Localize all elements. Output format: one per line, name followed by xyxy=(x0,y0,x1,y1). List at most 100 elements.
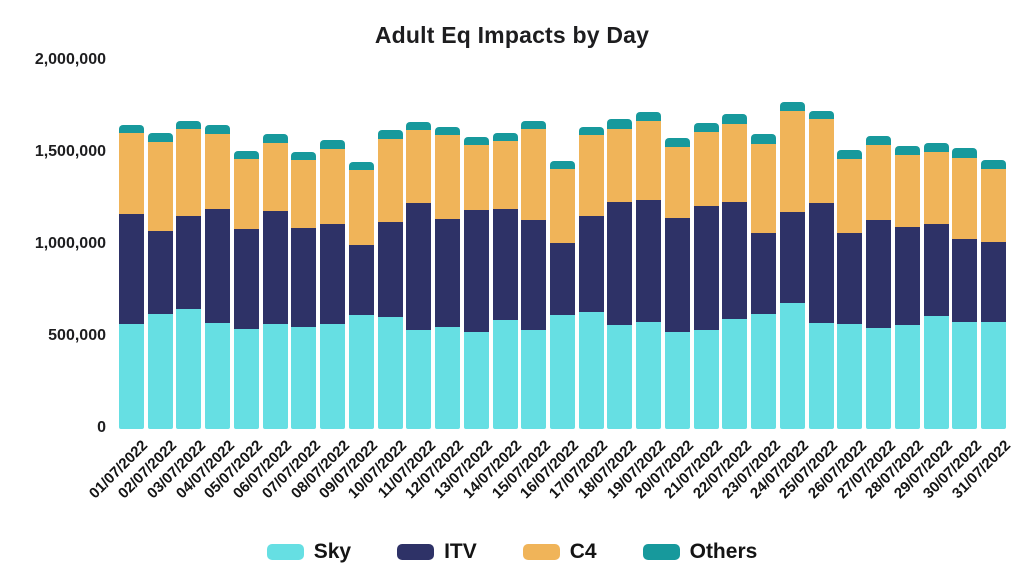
bar-segment-sky xyxy=(751,313,777,429)
stacked-bar-26-07-2022 xyxy=(837,149,863,429)
bar-segment-itv xyxy=(722,201,748,319)
stacked-bar-07-07-2022 xyxy=(291,152,317,429)
bar-segment-others xyxy=(550,161,575,170)
bar-segment-itv xyxy=(664,217,690,333)
stacked-bar-12-07-2022 xyxy=(435,127,461,429)
stacked-bar-24-07-2022 xyxy=(779,101,805,429)
bar-segment-itv xyxy=(578,215,604,312)
bar-segment-itv xyxy=(463,210,489,333)
stacked-bar-27-07-2022 xyxy=(866,135,892,429)
stacked-bar-21-07-2022 xyxy=(693,123,719,429)
stacked-bar-29-07-2022 xyxy=(923,143,949,429)
bar-segment-c4 xyxy=(118,133,144,215)
bar-segment-others xyxy=(176,121,202,130)
stacked-bar-17-07-2022 xyxy=(578,127,604,429)
bar-segment-sky xyxy=(377,316,403,429)
bar-segment-itv xyxy=(118,214,144,325)
bar-segment-sky xyxy=(492,320,518,429)
bar-segment-itv xyxy=(262,210,288,324)
bar-segment-sky xyxy=(463,332,489,429)
bar-segment-others xyxy=(779,101,805,111)
y-axis-tick-label: 1,000,000 xyxy=(34,235,106,252)
bar-segment-itv xyxy=(377,222,403,317)
bar-segment-itv xyxy=(205,208,231,324)
stacked-bar-01-07-2022 xyxy=(118,125,144,429)
bar-segment-c4 xyxy=(722,123,748,202)
stacked-bar-22-07-2022 xyxy=(722,114,748,429)
bar-segment-itv xyxy=(693,205,719,330)
bar-segment-c4 xyxy=(751,143,777,234)
stacked-bar-06-07-2022 xyxy=(262,133,288,429)
bar-segment-sky xyxy=(435,327,461,429)
legend-item-sky: Sky xyxy=(266,540,351,564)
bar-segment-others xyxy=(205,124,231,134)
bar-segment-sky xyxy=(894,325,920,429)
bar-segment-c4 xyxy=(463,145,489,211)
bar-segment-others xyxy=(722,114,748,124)
bar-segment-itv xyxy=(636,199,662,322)
bar-segment-c4 xyxy=(435,134,461,220)
legend-label: ITV xyxy=(444,540,477,563)
bar-segment-c4 xyxy=(348,169,374,245)
bar-segment-c4 xyxy=(147,142,173,232)
bar-segment-others xyxy=(607,119,633,130)
bar-segment-sky xyxy=(664,332,690,429)
bar-segment-c4 xyxy=(607,129,633,203)
bar-segment-itv xyxy=(435,219,461,328)
bar-segment-itv xyxy=(923,224,949,317)
bar-segment-c4 xyxy=(406,130,432,204)
bar-segment-others xyxy=(751,134,777,144)
bar-segment-others xyxy=(952,148,978,158)
chart-title: Adult Eq Impacts by Day xyxy=(374,22,650,48)
bar-segment-sky xyxy=(837,323,863,429)
bar-segment-others xyxy=(320,139,346,149)
bar-segment-itv xyxy=(406,203,432,330)
stacked-bar-03-07-2022 xyxy=(176,121,202,429)
bar-segment-c4 xyxy=(377,139,403,223)
bar-segment-c4 xyxy=(894,155,920,227)
y-axis-tick-label: 0 xyxy=(97,419,106,436)
bar-segment-others xyxy=(435,127,461,135)
bar-segment-c4 xyxy=(837,158,863,233)
y-axis-tick-label: 500,000 xyxy=(48,327,106,344)
stacked-bar-09-07-2022 xyxy=(348,162,374,429)
bar-segment-sky xyxy=(205,323,231,429)
stacked-bar-20-07-2022 xyxy=(664,137,690,429)
bar-segment-sky xyxy=(320,323,346,429)
bar-segment-itv xyxy=(492,209,518,321)
bar-segment-itv xyxy=(894,226,920,326)
stacked-bar-16-07-2022 xyxy=(550,161,575,429)
bar-segment-c4 xyxy=(320,148,346,225)
bar-segment-others xyxy=(233,151,259,160)
stacked-bar-02-07-2022 xyxy=(147,133,173,429)
legend-swatch-itv xyxy=(397,544,435,560)
y-axis-tick-label: 1,500,000 xyxy=(34,143,106,160)
bar-segment-others xyxy=(377,130,403,140)
bar-segment-others xyxy=(118,125,144,134)
bar-segment-itv xyxy=(176,216,202,310)
bar-segment-others xyxy=(808,111,834,119)
bar-segment-c4 xyxy=(205,133,231,209)
stacked-bar-19-07-2022 xyxy=(636,111,662,429)
bar-segment-sky xyxy=(779,302,805,429)
bar-segment-c4 xyxy=(636,121,662,200)
stacked-bar-25-07-2022 xyxy=(808,111,834,429)
bar-segment-sky xyxy=(578,311,604,429)
bar-segment-itv xyxy=(291,228,317,328)
bar-segment-sky xyxy=(176,309,202,429)
bar-segment-c4 xyxy=(664,146,690,218)
bar-segment-itv xyxy=(550,242,575,315)
bar-segment-c4 xyxy=(981,168,1007,242)
bar-segment-others xyxy=(866,135,892,145)
bar-segment-sky xyxy=(636,321,662,429)
bar-segment-sky xyxy=(981,321,1007,429)
bar-segment-others xyxy=(406,122,432,130)
bar-segment-others xyxy=(923,143,949,153)
bar-segment-sky xyxy=(550,314,575,429)
bar-segment-sky xyxy=(348,314,374,429)
stacked-bar-14-07-2022 xyxy=(492,133,518,429)
stacked-bar-23-07-2022 xyxy=(751,134,777,429)
stacked-bar-05-07-2022 xyxy=(233,151,259,429)
bar-segment-others xyxy=(492,133,518,142)
bar-segment-c4 xyxy=(550,169,575,243)
